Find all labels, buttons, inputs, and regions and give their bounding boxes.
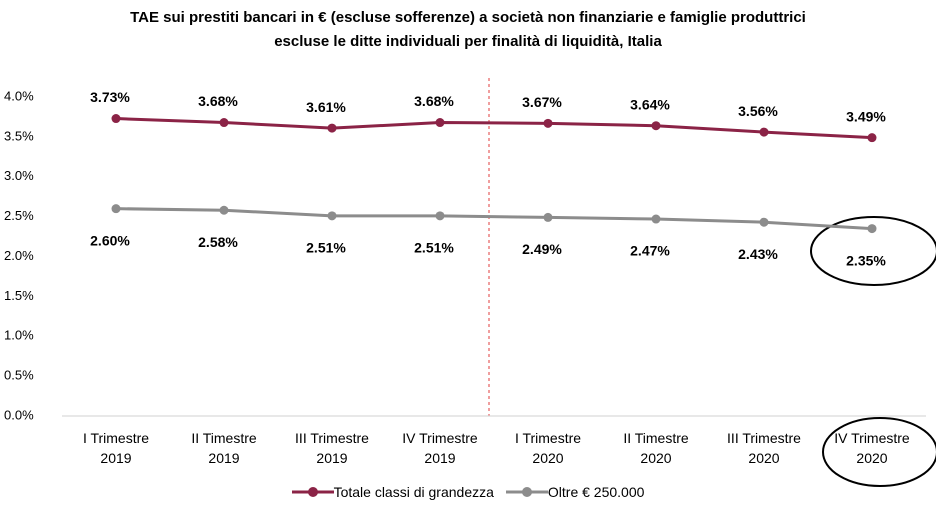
series-line <box>115 207 873 231</box>
legend-dot <box>307 487 318 497</box>
point <box>759 217 769 227</box>
legend-swatch <box>291 487 334 497</box>
highlight <box>822 417 936 487</box>
value-label: 3.68% <box>198 93 238 109</box>
y-tick-label: 1.0% <box>4 328 34 343</box>
point <box>435 118 445 128</box>
x-tick-label: II Timestre 2020 <box>623 430 689 466</box>
value-label: 2.47% <box>630 243 670 259</box>
point <box>867 224 877 234</box>
point <box>327 123 337 133</box>
y-tick-label: 2.5% <box>4 208 34 223</box>
x-tick-label: I Trimestre 2020 <box>514 430 582 466</box>
y-tick-label: 1.5% <box>4 288 34 303</box>
x-tick-label: III Trimestre 2020 <box>727 430 801 466</box>
value-label: 2.51% <box>306 240 346 256</box>
point <box>435 211 445 221</box>
legend-item: Totale classi di grandezza <box>291 484 494 500</box>
legend-swatch <box>505 487 548 497</box>
y-tick-label: 0.5% <box>4 368 34 383</box>
y-tick-label: 4.0% <box>4 88 34 103</box>
x-tick-label: I Trimestre 2019 <box>82 430 150 466</box>
y-tick-label: 2.0% <box>4 248 34 263</box>
point <box>111 204 121 214</box>
point <box>111 114 121 124</box>
y-tick-label: 0.0% <box>4 407 34 422</box>
value-label: 3.56% <box>738 103 778 119</box>
value-label: 2.51% <box>414 240 454 256</box>
x-tick-label: III Trimestre 2019 <box>295 430 369 466</box>
point <box>651 121 661 131</box>
value-label: 3.61% <box>306 99 346 115</box>
value-label: 2.60% <box>90 232 130 248</box>
value-label: 2.35% <box>846 252 886 268</box>
value-label: 2.43% <box>738 246 778 262</box>
value-label: 3.67% <box>522 94 562 110</box>
point <box>543 212 553 222</box>
point <box>219 118 229 128</box>
legend: Totale classi di grandezza Oltre € 250.00… <box>0 484 936 502</box>
point <box>543 118 553 128</box>
highlight <box>810 216 936 286</box>
point <box>651 214 661 224</box>
point <box>867 133 877 143</box>
legend-dot <box>521 487 532 497</box>
value-label: 3.68% <box>414 93 454 109</box>
chart-title: TAE sui prestiti bancari in € (escluse s… <box>130 9 806 50</box>
x-tick-label: IV Trimestre 2019 <box>402 430 478 466</box>
value-label: 3.73% <box>90 89 130 105</box>
legend-label: Oltre € 250.000 <box>547 484 645 500</box>
point <box>327 211 337 221</box>
point <box>219 205 229 215</box>
point <box>759 127 769 137</box>
value-label: 2.49% <box>522 241 562 257</box>
value-label: 3.64% <box>630 96 670 112</box>
legend-item: Oltre € 250.000 <box>505 484 645 500</box>
y-tick-label: 3.5% <box>4 128 34 143</box>
series-line <box>115 117 873 140</box>
x-tick-label: IV Trimestre 2020 <box>834 430 910 466</box>
y-tick-label: 3.0% <box>4 168 34 183</box>
x-tick-label: II Timestre 2019 <box>191 430 257 466</box>
value-label: 3.49% <box>846 108 886 124</box>
value-label: 2.58% <box>198 234 238 250</box>
legend-label: Totale classi di grandezza <box>333 484 494 500</box>
